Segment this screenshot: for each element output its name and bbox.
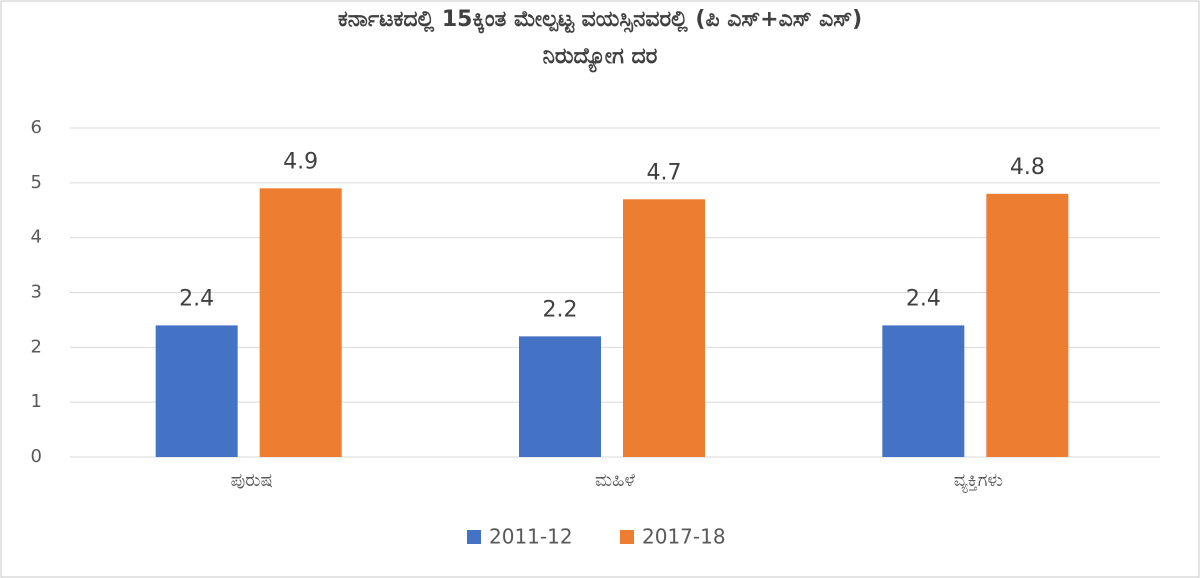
bar <box>155 325 238 457</box>
x-tick-label: ಮಹಿಳೆ <box>595 470 635 491</box>
chart-title: ಕರ್ನಾಟಕದಲ್ಲಿ 15ಕ್ಕಿಂತ ಮೇಲ್ಪಟ್ಟ ವಯಸ್ಸಿನವರ… <box>338 7 862 34</box>
y-tick-label: 0 <box>31 446 42 467</box>
value-label: 4.9 <box>283 149 318 174</box>
legend-swatch <box>467 530 481 544</box>
legend-label: 2017-18 <box>642 525 726 549</box>
value-label: 2.4 <box>906 286 941 311</box>
bar <box>623 199 705 458</box>
legend-swatch <box>620 530 634 544</box>
bar <box>882 325 965 457</box>
chart-title: ನಿರುದ್ಯೋಗ ದರ <box>543 44 658 74</box>
value-label: 2.2 <box>543 297 578 322</box>
y-tick-label: 2 <box>31 336 42 357</box>
value-label: 4.8 <box>1010 155 1045 180</box>
bar <box>986 193 1069 458</box>
y-tick-label: 4 <box>31 227 42 248</box>
value-label: 4.7 <box>647 160 682 185</box>
x-tick-label: ವ್ಯಕ್ತಿಗಳು <box>954 470 1003 493</box>
bar <box>259 188 342 458</box>
bar <box>519 336 601 457</box>
y-tick-label: 3 <box>31 282 42 303</box>
x-tick-label: ಪುರುಷ <box>231 470 273 491</box>
value-label: 2.4 <box>179 286 214 311</box>
y-tick-label: 6 <box>31 117 42 138</box>
y-tick-label: 5 <box>31 172 42 193</box>
y-tick-label: 1 <box>31 391 42 412</box>
legend-label: 2011-12 <box>489 525 573 549</box>
